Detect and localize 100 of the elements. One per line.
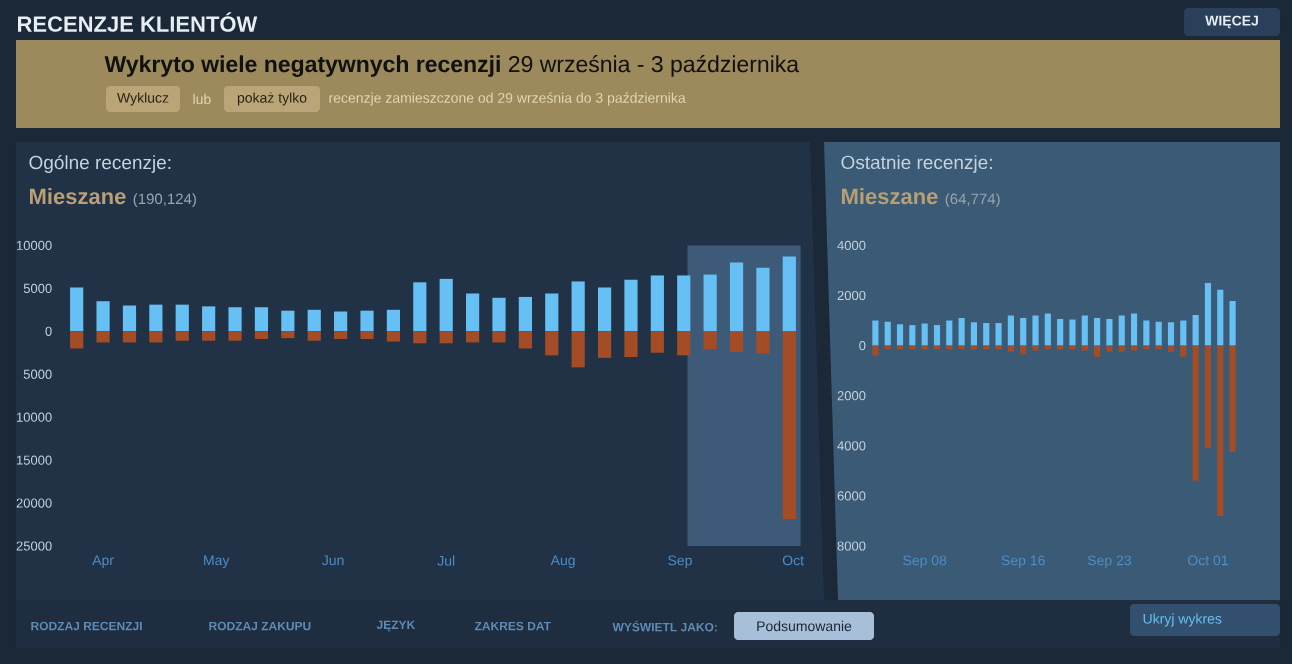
bar (175, 304, 189, 332)
bar (307, 331, 321, 341)
bar (1229, 300, 1236, 346)
bar (1217, 289, 1224, 346)
bar (202, 306, 216, 332)
bar (597, 287, 612, 332)
bar (650, 275, 664, 332)
bar (909, 325, 916, 346)
bar (1118, 315, 1125, 346)
bar (439, 331, 453, 344)
bar (872, 345, 879, 356)
bar (1007, 345, 1014, 352)
bar (782, 256, 796, 332)
bar (1106, 319, 1113, 346)
bar (1192, 345, 1199, 481)
bar (946, 320, 953, 346)
text: Wykryto wiele negatywnych recenzji 29 września - 3 października (104, 55, 800, 77)
bar (149, 331, 163, 343)
bar (1020, 318, 1027, 346)
bar (518, 296, 532, 332)
bar (307, 309, 321, 332)
bar (96, 331, 110, 343)
bar (413, 331, 427, 344)
bar (545, 331, 559, 356)
bar (1192, 315, 1199, 346)
bar (1229, 345, 1236, 453)
bar (492, 331, 506, 343)
bar (545, 293, 559, 332)
bar (413, 282, 427, 332)
bar (571, 331, 585, 368)
text: RECENZJE KLIENTÓW (18, 12, 258, 32)
bar (1069, 319, 1076, 346)
bar (122, 331, 137, 343)
bar (921, 323, 928, 346)
bar (1118, 345, 1125, 352)
bar (386, 331, 401, 342)
bar (1143, 320, 1150, 346)
bar (1167, 345, 1175, 352)
chart-title: Ostatnie recenzje: (841, 155, 992, 173)
bar (1217, 345, 1224, 516)
bar (703, 274, 717, 332)
chart-subtitle: Mieszane (30, 188, 126, 205)
bar (624, 279, 638, 332)
bar (386, 309, 401, 332)
bar (1081, 315, 1088, 346)
bar (1044, 313, 1051, 346)
bar (983, 323, 990, 346)
bar (1167, 322, 1175, 346)
bar (228, 331, 242, 341)
bar (872, 320, 879, 346)
bar (281, 310, 295, 332)
bar (1057, 319, 1064, 346)
bar (624, 331, 638, 358)
bar (1180, 345, 1187, 357)
bar (729, 331, 744, 352)
bar (175, 331, 189, 341)
bar (254, 331, 269, 340)
bar (360, 331, 374, 340)
bar (70, 331, 84, 349)
bar (518, 331, 532, 349)
bar (995, 323, 1002, 346)
bar (1032, 315, 1039, 346)
bar (1204, 282, 1212, 346)
bar (1094, 318, 1101, 346)
bar (334, 331, 348, 340)
bar (1081, 345, 1088, 351)
bar (597, 331, 612, 358)
bar (70, 287, 84, 332)
bar (896, 324, 904, 346)
bar (1106, 345, 1113, 352)
bar (228, 307, 242, 332)
bar (122, 305, 137, 332)
bar (1180, 320, 1187, 346)
bar (677, 331, 691, 356)
chart-title: Ogólne recenzje: (29, 155, 171, 173)
bar (782, 331, 796, 520)
bar (970, 322, 978, 346)
bar (884, 321, 891, 346)
bar (1155, 321, 1162, 346)
bar (650, 331, 664, 353)
bar (281, 331, 295, 339)
bar (254, 307, 269, 332)
bar (96, 301, 110, 332)
bar (1007, 315, 1014, 346)
bar (1130, 345, 1138, 351)
bar (756, 331, 770, 354)
bar (439, 278, 453, 332)
bar (1032, 345, 1039, 351)
bar (756, 267, 770, 332)
bar (360, 310, 374, 332)
bar (1130, 313, 1138, 346)
bar (466, 293, 480, 332)
bar (729, 262, 744, 332)
bar (202, 331, 216, 341)
bar (933, 325, 941, 346)
bar (149, 304, 163, 332)
bar (466, 331, 480, 343)
chart-subtitle: Mieszane (842, 188, 938, 205)
bar (677, 275, 691, 332)
bar (492, 297, 506, 332)
